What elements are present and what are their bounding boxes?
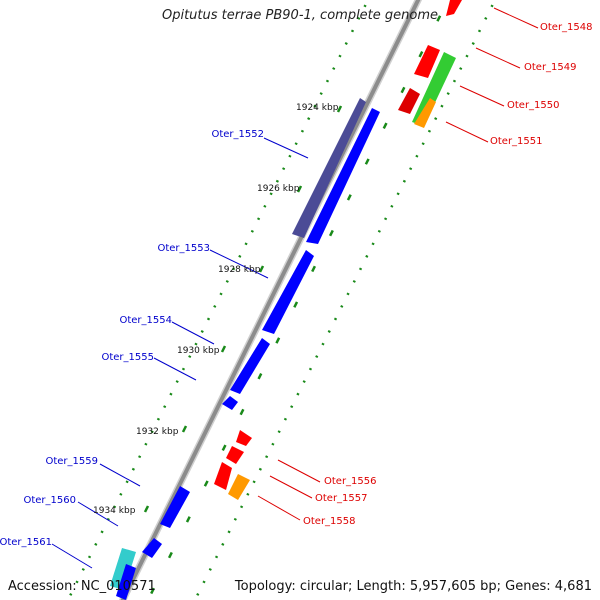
gene-label-oter-1555[interactable]: Oter_1555: [101, 352, 154, 363]
gene-label-oter-1554[interactable]: Oter_1554: [119, 315, 172, 326]
map-title: Opitutus terrae PB90-1, complete genome: [161, 8, 439, 23]
gene-oter-1560: [142, 538, 162, 558]
gene-label-oter-1559[interactable]: Oter_1559: [45, 456, 98, 467]
gene-label-oter-1558[interactable]: Oter_1558: [303, 516, 356, 527]
gene-label-oter-1553[interactable]: Oter_1553: [157, 243, 210, 254]
gene-oter-1552b: [306, 108, 380, 244]
gene-label-oter-1550[interactable]: Oter_1550: [507, 100, 560, 111]
left-leaders: [51, 137, 309, 569]
gene-oter-1557: [214, 462, 232, 490]
gene-oter-1552: [292, 98, 366, 238]
gene-oter-1550: [412, 52, 456, 126]
gene-oter-1549b: [398, 88, 420, 114]
scale-label-1924: 1924 kbp: [296, 103, 339, 113]
outer-ring-dotted: [193, 0, 497, 600]
genome-backbone: [120, 0, 421, 600]
scale-label-1930: 1930 kbp: [177, 346, 220, 356]
gene-oter-1555: [222, 396, 238, 410]
right-leaders: [257, 7, 539, 521]
genome-summary: Topology: circular; Length: 5,957,605 bp…: [234, 579, 592, 594]
gene-oter-1556: [236, 430, 252, 446]
forward-genes: [110, 0, 462, 600]
gene-label-oter-1548[interactable]: Oter_1548: [540, 22, 593, 33]
gene-label-oter-1551[interactable]: Oter_1551: [490, 136, 543, 147]
gene-label-oter-1560[interactable]: Oter_1560: [23, 495, 76, 506]
gene-label-oter-1552[interactable]: Oter_1552: [211, 129, 264, 140]
gene-oter-1556b: [226, 446, 244, 464]
gene-oter-1561b: [116, 564, 136, 600]
scale-label-1932: 1932 kbp: [136, 427, 179, 437]
gene-oter-1549: [414, 45, 440, 78]
gene-oter-1548: [446, 0, 462, 16]
gene-oter-1559: [160, 486, 190, 528]
gene-oter-1558: [228, 474, 250, 500]
scale-ticks: [143, 105, 343, 513]
gene-label-oter-1557[interactable]: Oter_1557: [315, 493, 368, 504]
scale-label-1934: 1934 kbp: [93, 506, 136, 516]
gene-oter-1554: [230, 338, 270, 394]
gene-label-oter-1556[interactable]: Oter_1556: [324, 476, 377, 487]
gene-label-oter-1549[interactable]: Oter_1549: [524, 62, 577, 73]
gene-label-oter-1561[interactable]: Oter_1561: [0, 537, 52, 548]
gene-oter-1553: [262, 250, 314, 334]
gene-oter-1561: [110, 548, 136, 590]
scale-label-1928: 1928 kbp: [218, 265, 261, 275]
scale-label-1926: 1926 kbp: [257, 184, 300, 194]
gene-oter-1551: [414, 98, 436, 128]
accession-label: Accession: NC_010571: [8, 579, 156, 594]
